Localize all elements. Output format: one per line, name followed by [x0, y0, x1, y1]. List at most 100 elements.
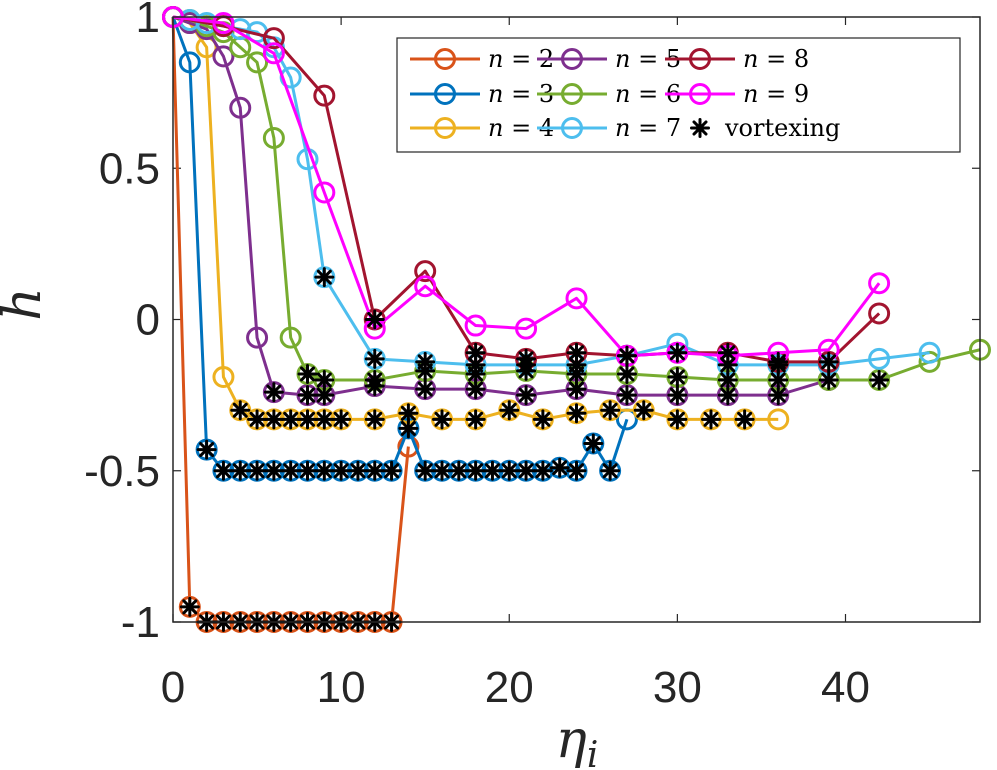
vortex-marker — [364, 348, 385, 369]
vortex-marker — [280, 460, 301, 481]
tick-labels: 0 10 20 30 40 1 0.5 0 -0.5 -1 — [84, 0, 870, 712]
data-point — [212, 45, 235, 68]
legend-vortex-marker — [690, 118, 710, 138]
vortex-marker — [364, 409, 385, 430]
vortex-marker — [566, 403, 587, 424]
legend-label-var: n — [743, 80, 758, 108]
data-point — [313, 84, 336, 107]
legend-label: n = 8 — [743, 45, 809, 73]
legend-label-var: n — [615, 114, 630, 142]
data-point — [868, 302, 891, 325]
data-point — [212, 365, 235, 388]
vortex-marker — [734, 409, 755, 430]
vortex-marker — [583, 433, 604, 454]
vortex-marker — [230, 400, 251, 421]
y-tick-label: -0.5 — [84, 447, 160, 496]
vortex-marker — [667, 366, 688, 387]
x-axis-label: ηi — [556, 710, 599, 770]
vortex-marker — [516, 385, 537, 406]
vortex-marker — [247, 409, 268, 430]
data-point — [313, 181, 336, 204]
vortex-marker — [566, 354, 587, 375]
vortex-marker — [566, 342, 587, 363]
vortex-marker — [432, 460, 452, 481]
vortex-marker — [600, 460, 621, 481]
vortex-marker — [331, 409, 352, 430]
legend-label-var: n — [615, 45, 630, 73]
vortex-marker — [532, 409, 553, 430]
vortex-marker — [549, 457, 570, 478]
legend-entry: n = 6 — [537, 80, 681, 108]
vortex-marker — [701, 409, 721, 430]
vortex-marker — [667, 342, 688, 363]
data-point — [868, 347, 891, 370]
vortex-marker — [768, 351, 789, 372]
vortex-marker — [482, 460, 503, 481]
vortex-marker — [263, 460, 284, 481]
series-line — [172, 15, 881, 358]
legend-label-eq: = 7 — [630, 114, 681, 142]
vortex-marker — [432, 409, 452, 430]
vortex-marker — [179, 596, 200, 617]
data-point — [246, 51, 269, 74]
legend-marker — [689, 83, 711, 105]
series-n9 — [162, 6, 891, 367]
vortex-marker — [616, 385, 637, 406]
legend-marker — [434, 48, 456, 70]
vortex-marker — [566, 379, 587, 400]
vortex-marker — [347, 460, 368, 481]
vortex-marker — [314, 460, 335, 481]
legend-label-var: n — [488, 114, 503, 142]
vortex-marker — [616, 363, 637, 384]
vortex-marker — [415, 351, 436, 372]
vortex-marker — [818, 351, 839, 372]
legend-label-var: n — [743, 45, 758, 73]
data-point — [515, 317, 538, 340]
vortex-marker — [465, 460, 486, 481]
data-point — [229, 96, 252, 119]
vortex-marker — [465, 342, 486, 363]
vortex-marker — [717, 370, 738, 390]
vortex-marker — [516, 460, 537, 481]
vortex-marker — [331, 460, 352, 481]
vortex-marker — [196, 439, 217, 460]
vortex-marker — [717, 342, 738, 363]
legend-label-eq: = 9 — [758, 80, 809, 108]
vortex-marker — [297, 385, 318, 406]
data-point — [279, 326, 302, 349]
legend-marker — [434, 117, 456, 139]
vortex-marker — [415, 460, 436, 481]
y-tick-label: -1 — [121, 598, 160, 647]
vortex-marker — [213, 460, 234, 481]
vortex-marker — [398, 403, 419, 424]
vortex-marker — [499, 400, 520, 421]
legend-label-eq: = 8 — [758, 45, 809, 73]
vortex-marker — [633, 400, 654, 421]
vortex-marker — [532, 460, 553, 481]
legend-marker — [561, 83, 583, 105]
data-point — [918, 341, 941, 364]
vortex-marker — [263, 409, 284, 430]
x-axis-label-main: η — [556, 710, 587, 770]
vortex-marker — [616, 345, 637, 366]
vortex-marker — [768, 370, 789, 390]
legend-label: n = 5 — [615, 45, 681, 73]
vortex-marker — [364, 370, 385, 390]
legend-entry: n = 7 — [537, 114, 681, 142]
vortex-marker — [499, 460, 520, 481]
legend-label-var: n — [615, 80, 630, 108]
x-tick-label: 40 — [821, 663, 870, 712]
vortex-marker — [465, 409, 486, 430]
legend-label-var: n — [488, 45, 503, 73]
x-tick-label: 30 — [653, 663, 702, 712]
x-tick-label: 0 — [161, 663, 185, 712]
x-tick-label: 10 — [317, 663, 366, 712]
legend-marker — [434, 83, 456, 105]
vortex-marker — [516, 348, 537, 369]
vortex-marker — [364, 460, 385, 481]
vortex-marker — [314, 267, 335, 288]
vortex-marker — [667, 385, 688, 406]
vortex-marker — [314, 370, 335, 390]
